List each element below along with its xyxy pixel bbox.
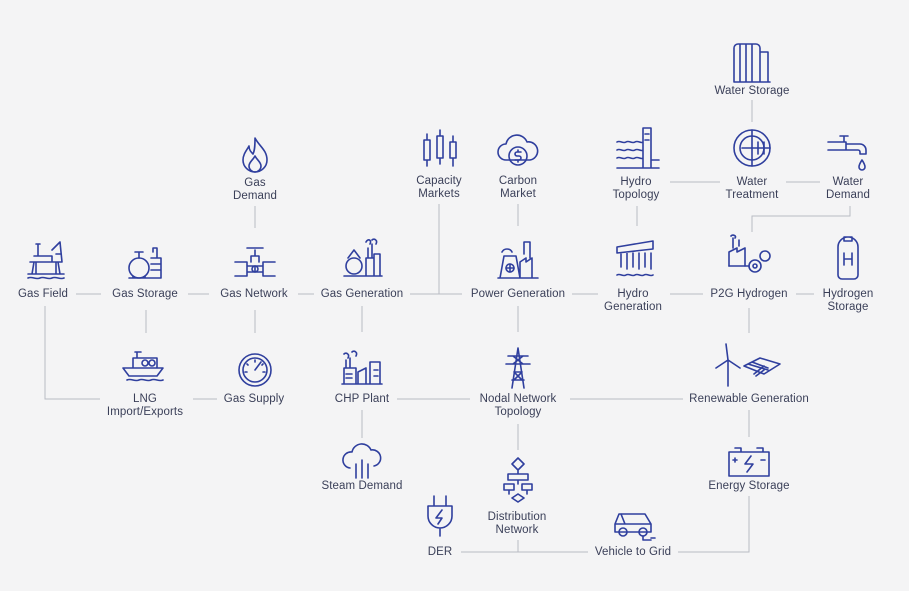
node-label-gas-field: Gas Field	[17, 288, 69, 300]
node-label-hydro-generation: Hydro Generation	[604, 288, 662, 313]
gas-tanks-icon	[121, 238, 169, 286]
water-tank-icon	[728, 38, 776, 86]
node-label-chp-plant: CHP Plant	[334, 393, 390, 405]
water-tap-icon	[824, 128, 872, 176]
hydrogen-cylinder-icon	[824, 235, 872, 283]
node-label-steam-demand: Steam Demand	[321, 480, 403, 492]
offshore-platform-icon	[22, 234, 70, 282]
flowchart-icon	[494, 456, 542, 504]
node-label-der: DER	[427, 546, 453, 558]
node-label-nodal-network: Nodal Network Topology	[479, 393, 557, 418]
gauge-icon	[231, 346, 279, 394]
gas-plant-icon	[338, 234, 386, 282]
dam-waves-icon	[613, 124, 661, 172]
node-label-hydrogen-storage: Hydrogen Storage	[822, 288, 874, 313]
node-label-vehicle-to-grid: Vehicle to Grid	[594, 546, 672, 558]
node-label-p2g-hydrogen: P2G Hydrogen	[710, 288, 788, 300]
transmission-tower-icon	[494, 344, 542, 392]
node-label-renewable-generation: Renewable Generation	[689, 393, 809, 405]
node-label-gas-generation: Gas Generation	[320, 288, 404, 300]
hydrogen-factory-icon	[725, 232, 773, 280]
dollar-cloud-icon	[494, 128, 542, 176]
factory-icon	[338, 342, 386, 390]
connector-lines	[44, 100, 851, 553]
flame-icon	[231, 132, 279, 180]
node-label-water-demand: Water Demand	[825, 176, 871, 201]
electric-car-icon	[609, 498, 657, 546]
power-plant-icon	[494, 234, 542, 282]
node-label-gas-network: Gas Network	[220, 288, 288, 300]
candlestick-icon	[416, 126, 464, 174]
node-label-gas-storage: Gas Storage	[112, 288, 178, 300]
node-label-gas-demand: Gas Demand	[232, 177, 278, 202]
node-label-water-storage: Water Storage	[714, 85, 790, 97]
battery-icon	[725, 438, 773, 486]
node-label-energy-storage: Energy Storage	[708, 480, 790, 492]
node-label-water-treatment: Water Treatment	[725, 176, 779, 201]
node-label-lng: LNG Import/Exports	[106, 393, 184, 418]
node-label-capacity-markets: Capacity Markets	[416, 175, 462, 200]
treatment-wheel-icon	[728, 124, 776, 172]
node-label-hydro-topology: Hydro Topology	[612, 176, 660, 201]
lng-ship-icon	[119, 336, 167, 384]
node-label-power-generation: Power Generation	[470, 288, 566, 300]
steam-cloud-icon	[338, 438, 386, 486]
electric-plug-icon	[416, 492, 464, 540]
pipe-valve-icon	[231, 238, 279, 286]
node-label-gas-supply: Gas Supply	[223, 393, 285, 405]
node-label-carbon-market: Carbon Market	[498, 175, 538, 200]
wind-solar-icon	[715, 340, 781, 388]
node-label-distribution-network: Distribution Network	[487, 511, 547, 536]
dam-spillway-icon	[613, 233, 661, 281]
